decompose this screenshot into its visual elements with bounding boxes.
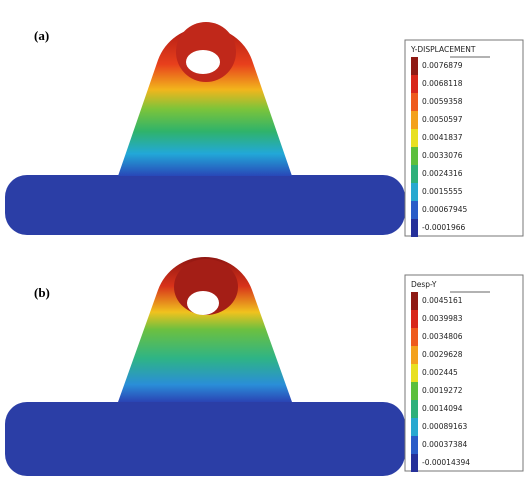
- base: [5, 175, 405, 235]
- legend-swatch: [411, 57, 418, 75]
- legend-value: 0.00067945: [422, 205, 468, 214]
- tower: [118, 257, 292, 402]
- panel-label: (b): [34, 285, 50, 300]
- legend-swatch: [411, 165, 418, 183]
- legend-value: 0.00089163: [422, 422, 468, 431]
- legend-swatch: [411, 364, 418, 382]
- legend-value: 0.00037384: [422, 440, 468, 449]
- legend-swatch: [411, 292, 418, 310]
- panel-a: (a): [5, 22, 405, 235]
- legend-value: 0.0050597: [422, 115, 463, 124]
- base: [5, 402, 405, 476]
- legend-swatch: [411, 219, 418, 237]
- legend-title: Desp-Y: [411, 280, 437, 289]
- panel-label: (a): [34, 28, 49, 43]
- legend-swatch: [411, 75, 418, 93]
- legend-swatch: [411, 93, 418, 111]
- legend-value: 0.0059358: [422, 97, 463, 106]
- legend-title: Y-DISPLACEMENT: [410, 45, 476, 54]
- hole: [186, 50, 220, 74]
- legend-value: 0.002445: [422, 368, 458, 377]
- panel-b: (b): [5, 257, 405, 476]
- legend-value: 0.0014094: [422, 404, 463, 413]
- legend-value: 0.0045161: [422, 296, 463, 305]
- legend-swatch: [411, 436, 418, 454]
- legend-value: -0.0001966: [422, 223, 465, 232]
- legend-swatch: [411, 147, 418, 165]
- legend-value: 0.0034806: [422, 332, 463, 341]
- legend-value: 0.0019272: [422, 386, 463, 395]
- legend-value: 0.0029628: [422, 350, 463, 359]
- legend-swatch: [411, 310, 418, 328]
- legend-swatch: [411, 346, 418, 364]
- hole: [187, 291, 219, 315]
- legend-value: -0.00014394: [422, 458, 470, 467]
- legend-swatch: [411, 382, 418, 400]
- legend-value: 0.0039983: [422, 314, 463, 323]
- legend-box: [404, 39, 524, 237]
- legend-value: 0.0033076: [422, 151, 463, 160]
- legend-swatch: [411, 418, 418, 436]
- legend-value: 0.0015555: [422, 187, 463, 196]
- legend-swatch: [411, 454, 418, 472]
- legend-value: 0.0068118: [422, 79, 463, 88]
- legend-swatch: [411, 328, 418, 346]
- legend-swatch: [411, 201, 418, 219]
- legend-value: 0.0024316: [422, 169, 463, 178]
- legend-swatch: [411, 111, 418, 129]
- legend-value: 0.0076879: [422, 61, 463, 70]
- legend-swatch: [411, 129, 418, 147]
- legend-value: 0.0041837: [422, 133, 463, 142]
- legend-swatch: [411, 183, 418, 201]
- tower: [118, 27, 292, 176]
- legend-swatch: [411, 400, 418, 418]
- legend-box: [404, 274, 524, 472]
